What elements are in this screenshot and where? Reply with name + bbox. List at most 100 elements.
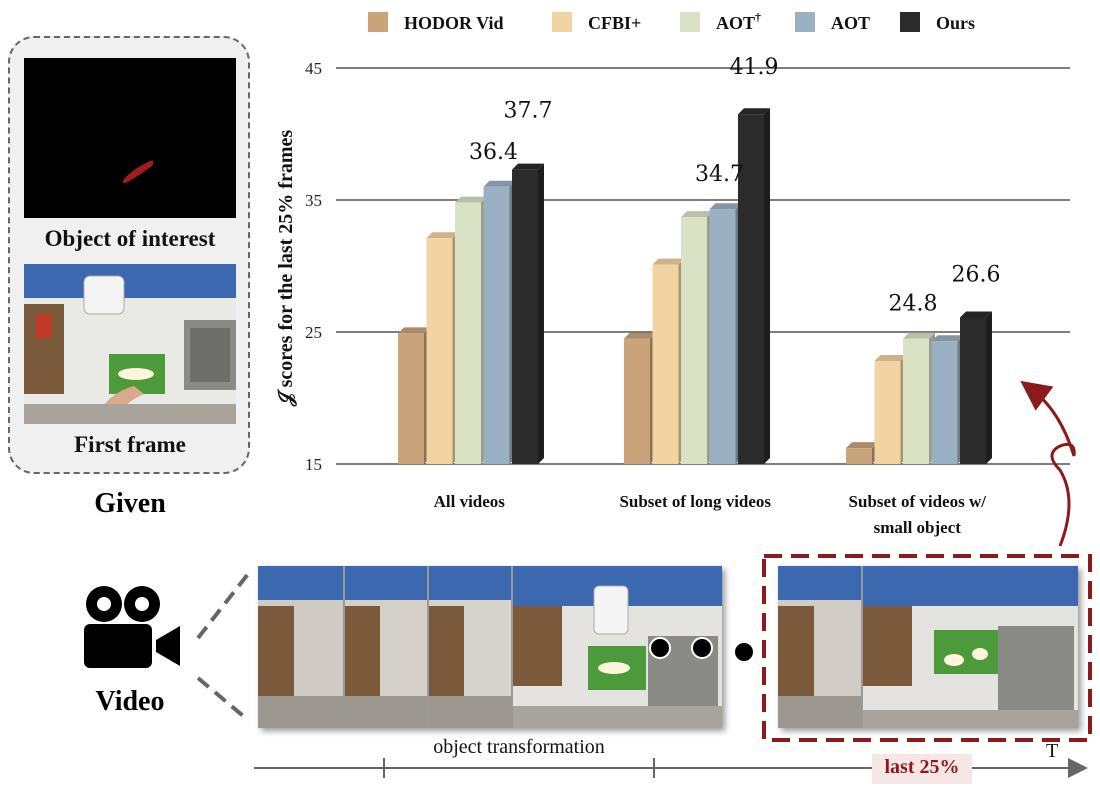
bar bbox=[931, 335, 964, 464]
video-frames-strip bbox=[258, 566, 722, 728]
legend-swatch bbox=[368, 12, 388, 32]
bar-side bbox=[764, 108, 770, 464]
last-25-label: last 25% bbox=[884, 756, 960, 778]
data-label: 41.9 bbox=[730, 55, 779, 80]
bar-top bbox=[681, 211, 713, 218]
last-frames-strip bbox=[778, 566, 1078, 728]
legend-swatch bbox=[680, 12, 700, 32]
legend-swatch bbox=[552, 12, 572, 32]
bar-top bbox=[512, 163, 544, 170]
bar-front bbox=[846, 448, 872, 464]
data-label: 24.8 bbox=[889, 292, 938, 317]
legend-label: CFBI+ bbox=[588, 13, 641, 33]
bar bbox=[738, 108, 770, 464]
bar-front bbox=[931, 341, 958, 464]
bar-top bbox=[398, 327, 430, 334]
bar-front bbox=[652, 264, 679, 464]
legend-swatch bbox=[795, 12, 815, 32]
bar-front bbox=[398, 333, 424, 464]
legend-label: AOT† bbox=[716, 10, 761, 33]
connector-line-top bbox=[196, 572, 250, 640]
y-tick-label: 45 bbox=[305, 59, 322, 78]
video-label: Video bbox=[95, 686, 165, 717]
bar-side bbox=[986, 311, 992, 464]
y-tick-label: 25 bbox=[305, 323, 322, 342]
data-label: 34.7 bbox=[695, 162, 744, 187]
bar bbox=[846, 442, 878, 464]
x-tick-label: Subset of long videos bbox=[619, 492, 771, 511]
connector-line-bottom bbox=[196, 676, 250, 722]
bar-front bbox=[960, 317, 986, 464]
bar-top bbox=[960, 311, 992, 318]
video-camera-icon bbox=[84, 586, 180, 668]
bar-top bbox=[455, 196, 487, 203]
bar-front bbox=[681, 217, 707, 464]
time-label: T bbox=[1046, 740, 1059, 762]
bar bbox=[624, 332, 656, 464]
bar bbox=[455, 196, 487, 464]
object-mask-image bbox=[24, 58, 236, 218]
bar-top bbox=[624, 332, 656, 339]
bar bbox=[903, 332, 935, 464]
bar-front bbox=[738, 114, 764, 464]
bar-top bbox=[483, 180, 516, 187]
x-tick-label: Subset of videos w/ bbox=[849, 492, 987, 511]
last-label-bg bbox=[872, 754, 972, 784]
bar bbox=[483, 180, 516, 465]
y-tick-label: 35 bbox=[305, 191, 322, 210]
highlight-arrow bbox=[1020, 380, 1076, 547]
bar-front bbox=[455, 202, 481, 464]
bar bbox=[426, 232, 459, 464]
legend-label: HODOR Vid bbox=[404, 13, 504, 33]
frame-2 bbox=[344, 566, 428, 728]
y-tick-label: 15 bbox=[305, 455, 322, 474]
bar-front bbox=[874, 361, 901, 464]
bar-front bbox=[426, 238, 453, 464]
given-label: Given bbox=[94, 488, 166, 519]
bar-top bbox=[426, 232, 459, 239]
transformation-label: object transformation bbox=[433, 736, 605, 758]
video-frames-graphic bbox=[258, 566, 722, 728]
bar bbox=[398, 327, 430, 464]
frame-caption: First frame bbox=[74, 432, 186, 457]
frame-1 bbox=[258, 566, 344, 728]
legend-label: AOT bbox=[831, 13, 870, 33]
kitchen-scene-graphic bbox=[24, 264, 236, 424]
last-frames-graphic bbox=[778, 566, 1078, 728]
legend-swatch bbox=[900, 12, 920, 32]
legend-label: Ours bbox=[936, 13, 975, 33]
bar-front bbox=[903, 338, 929, 464]
data-label: 36.4 bbox=[469, 140, 518, 165]
bar-front bbox=[483, 186, 510, 465]
data-label: 37.7 bbox=[504, 99, 553, 124]
y-axis-label: 𝒥 scores for the last 25% frames bbox=[275, 130, 298, 408]
bar-front bbox=[624, 338, 650, 464]
bar-side bbox=[538, 163, 544, 464]
bar bbox=[512, 163, 544, 464]
bar bbox=[960, 311, 992, 464]
ellipsis-dots bbox=[649, 637, 753, 661]
x-tick-label: small object bbox=[874, 518, 962, 537]
bar-top bbox=[903, 332, 935, 339]
bar-top bbox=[709, 203, 742, 210]
bar bbox=[709, 203, 742, 465]
bar-front bbox=[709, 209, 736, 464]
bar-top bbox=[931, 335, 964, 342]
bar bbox=[874, 355, 907, 464]
bar bbox=[652, 258, 685, 464]
frame-4 bbox=[512, 566, 722, 728]
bar-top bbox=[738, 108, 770, 115]
mask-caption: Object of interest bbox=[44, 226, 216, 251]
last-25-box bbox=[762, 554, 1092, 742]
bar-top bbox=[652, 258, 685, 265]
data-label: 26.6 bbox=[952, 262, 1001, 287]
bar-top bbox=[846, 442, 878, 449]
frame-3 bbox=[428, 566, 512, 728]
object-mask-shape bbox=[122, 160, 154, 183]
bar-top bbox=[874, 355, 907, 362]
bar-front bbox=[512, 169, 538, 464]
x-tick-label: All videos bbox=[434, 492, 506, 511]
bar bbox=[681, 211, 713, 464]
first-frame-image bbox=[24, 264, 236, 424]
